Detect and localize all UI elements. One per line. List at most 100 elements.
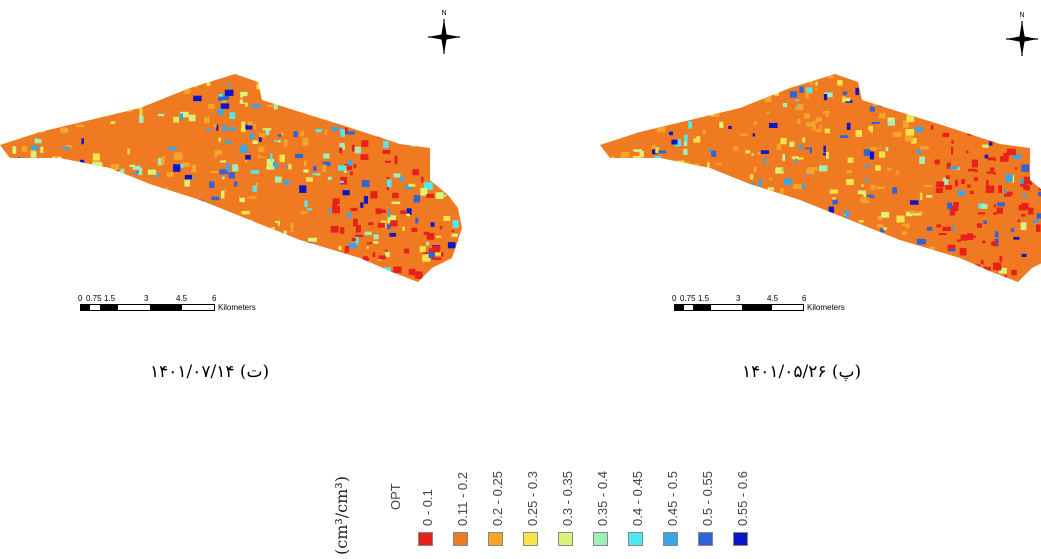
raster-cell	[700, 267, 709, 272]
raster-cell	[266, 255, 272, 261]
raster-cell	[7, 130, 15, 136]
raster-cell	[56, 231, 63, 236]
raster-cell	[243, 96, 249, 103]
raster-cell	[29, 269, 34, 276]
raster-cell	[623, 74, 630, 78]
raster-cell	[211, 95, 217, 104]
raster-cell	[299, 129, 304, 137]
raster-cell	[351, 144, 355, 152]
raster-cell	[931, 251, 936, 256]
raster-cell	[621, 289, 628, 294]
raster-cell	[966, 108, 973, 112]
raster-cell	[176, 251, 180, 258]
raster-cell	[966, 233, 974, 240]
raster-cell	[624, 186, 629, 195]
raster-cell	[856, 112, 860, 118]
raster-cell	[406, 111, 414, 115]
raster-cell	[917, 136, 923, 139]
raster-cell	[910, 200, 919, 205]
raster-cell	[1026, 138, 1029, 142]
raster-cell	[846, 170, 852, 174]
raster-cell	[951, 99, 959, 106]
raster-cell	[322, 207, 331, 213]
raster-cell	[995, 266, 1002, 271]
raster-cell	[1019, 104, 1026, 111]
raster-cell	[778, 79, 785, 86]
scale-tick: 6	[802, 294, 807, 303]
scale-bar-right: 0 0.75 1.5 3 4.5 6 Kilometers	[672, 294, 845, 312]
raster-cell	[277, 134, 282, 137]
raster-cell	[668, 91, 672, 97]
raster-cell	[1029, 142, 1036, 148]
raster-cell	[607, 116, 611, 124]
raster-cell	[124, 62, 132, 67]
raster-cell	[649, 287, 653, 292]
raster-cell	[328, 207, 331, 215]
raster-cell	[1020, 183, 1027, 187]
raster-cell	[3, 134, 8, 138]
raster-cell	[909, 210, 915, 214]
raster-cell	[638, 75, 647, 80]
raster-cell	[805, 134, 814, 143]
raster-cell	[627, 187, 634, 193]
raster-cell	[194, 84, 198, 88]
raster-cell	[668, 180, 676, 188]
raster-cell	[302, 94, 311, 101]
raster-cell	[810, 113, 818, 121]
raster-cell	[332, 198, 340, 205]
raster-cell	[335, 106, 344, 114]
raster-cell	[797, 118, 801, 124]
raster-cell	[668, 132, 674, 140]
raster-cell	[897, 104, 900, 110]
raster-cell	[229, 74, 232, 77]
raster-cell	[406, 208, 412, 215]
raster-cell	[783, 178, 792, 186]
raster-cell	[71, 68, 80, 72]
raster-cell	[110, 77, 117, 81]
raster-cell	[88, 177, 92, 183]
raster-cell	[866, 197, 870, 200]
scale-tick: 0	[672, 294, 677, 303]
raster-cell	[777, 233, 780, 240]
raster-cell	[68, 66, 74, 68]
raster-cell	[971, 159, 978, 168]
raster-cell	[1003, 152, 1009, 158]
raster-cell	[33, 255, 39, 263]
raster-cell	[898, 190, 901, 196]
raster-cell	[658, 240, 665, 243]
raster-cell	[805, 142, 814, 146]
raster-cell	[320, 199, 326, 203]
raster-cell	[95, 157, 101, 166]
raster-cell	[875, 165, 881, 171]
raster-cell	[676, 244, 685, 249]
raster-cell	[145, 113, 149, 118]
raster-cell	[35, 87, 44, 90]
raster-cell	[457, 100, 462, 103]
raster-cell	[184, 174, 192, 180]
raster-cell	[417, 271, 423, 279]
raster-cell	[936, 85, 941, 92]
raster-cell	[691, 163, 700, 171]
raster-cell	[308, 239, 312, 245]
raster-cell	[368, 272, 371, 281]
raster-cell	[697, 172, 702, 179]
raster-cell	[748, 196, 755, 201]
raster-cell	[42, 116, 49, 124]
raster-cell	[755, 90, 762, 98]
legend-swatch	[593, 532, 608, 546]
raster-cell	[16, 86, 20, 91]
raster-cell	[220, 249, 224, 254]
raster-cell	[915, 254, 921, 261]
raster-cell	[30, 156, 35, 159]
raster-cell	[253, 263, 258, 270]
raster-cell	[999, 120, 1005, 125]
raster-cell	[258, 278, 266, 282]
raster-cell	[942, 226, 951, 231]
raster-cell	[7, 120, 12, 125]
raster-cell	[251, 150, 261, 155]
raster-cell	[863, 149, 872, 156]
raster-cell	[670, 195, 673, 202]
raster-cell	[680, 91, 687, 95]
raster-cell	[353, 74, 358, 79]
raster-cell	[883, 271, 893, 280]
